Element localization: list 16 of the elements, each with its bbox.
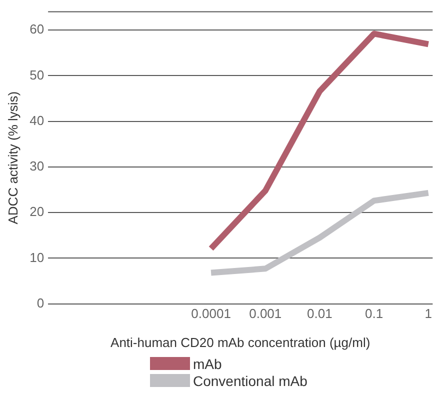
- x-tick-label: 0.1: [364, 306, 384, 322]
- y-tick-label: 10: [30, 250, 44, 265]
- y-tick-label: 30: [30, 158, 44, 174]
- x-axis-title: Anti-human CD20 mAb concentration (µg/ml): [110, 334, 370, 350]
- y-axis-title: ADCC activity (% lysis): [5, 91, 20, 224]
- y-tick-label: 50: [30, 67, 44, 82]
- x-tick-label: 1: [424, 306, 432, 322]
- x-tick-label: 0.001: [249, 306, 282, 322]
- y-tick-label: 0: [36, 295, 44, 310]
- legend-label: mAb: [193, 356, 222, 372]
- x-tick-label: 0.0001: [191, 306, 231, 322]
- y-tick-label: 60: [30, 22, 44, 37]
- legend-label: Conventional mAb: [193, 372, 308, 388]
- x-tick-label: 0.01: [307, 306, 332, 322]
- y-tick-label: 20: [30, 204, 44, 220]
- y-tick-label: 40: [30, 112, 44, 128]
